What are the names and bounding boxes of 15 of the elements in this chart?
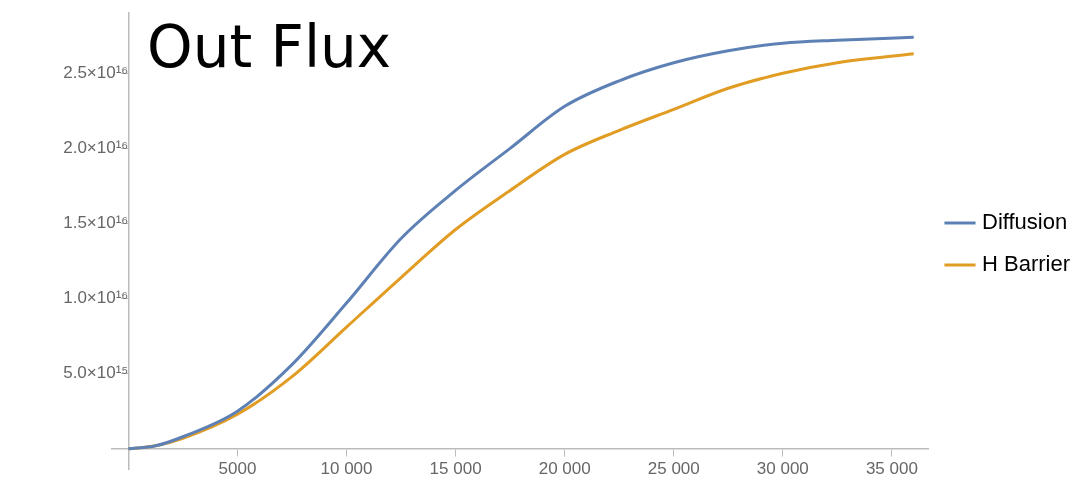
x-tick-label: 35 000 [865,458,918,478]
y-tick-label: 5.0×10¹⁵ [63,363,129,383]
y-tick-label: 1.5×10¹⁶ [63,213,129,233]
legend-label: H Barrier [981,251,1070,277]
y-tick-label: 1.0×10¹⁶ [63,288,129,308]
y-tick-label: 2.5×10¹⁶ [63,62,129,82]
x-tick-label: 20 000 [538,458,591,478]
chart-title: Out Flux [147,13,392,82]
x-tick-label: 30 000 [756,458,809,478]
x-tick-label: 5000 [218,458,257,478]
x-tick-label: 25 000 [647,458,700,478]
x-tick-label: 10 000 [320,458,373,478]
x-tick-label: 15 000 [429,458,482,478]
legend-label: Diffusion [981,209,1068,235]
y-tick-label: 2.0×10¹⁶ [63,138,129,158]
